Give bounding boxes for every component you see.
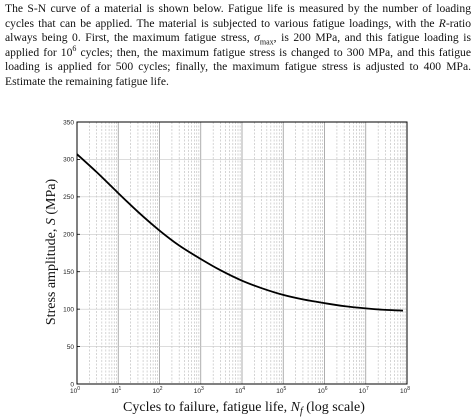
problem-text-3: , is 200 MPa, and this fatigue loading i… (5, 31, 472, 59)
x-tick-label: 106 (317, 386, 327, 395)
y-tick-label: 350 (63, 119, 74, 126)
problem-statement: The S-N curve of a material is shown bel… (5, 2, 471, 90)
y-tick-label: 150 (63, 269, 74, 276)
problem-text-1: The S-N curve of a material is shown bel… (5, 2, 471, 30)
exponent-six: 6 (72, 43, 77, 53)
sn-curve-line (76, 153, 404, 312)
x-tick-label: 108 (400, 386, 410, 395)
sigma-subscript: max (259, 37, 274, 47)
y-axis-label: Stress amplitude, S (MPa) (44, 179, 59, 326)
x-tick-label: 100 (70, 386, 80, 395)
problem-text-4: cycles; then, the maximum fatigue stress… (5, 45, 471, 88)
y-tick-label: 100 (63, 306, 74, 313)
y-tick-label: 50 (67, 344, 75, 351)
y-tick-label: 300 (63, 157, 74, 164)
y-tick-label: 250 (63, 194, 74, 201)
x-tick-label: 103 (194, 386, 204, 395)
ticks-layer: 0 50 100 150 200 250 300 350 100 101 102 103 104 105 1… (63, 119, 410, 395)
x-tick-label: 104 (235, 386, 245, 395)
problem-text-2: -ratio always being 0. First, the maximu… (5, 16, 471, 45)
x-tick-label: 102 (152, 386, 162, 395)
r-symbol: R (438, 16, 446, 30)
x-tick-label: 107 (359, 386, 369, 395)
grid-layer (76, 122, 407, 384)
plot-frame (76, 121, 408, 385)
y-tick-label: 0 (70, 381, 74, 388)
x-tick-label: 101 (111, 386, 121, 395)
x-tick-label: 105 (276, 386, 286, 395)
x-axis-label: Cycles to failure, fatigue life, Nf (log… (123, 400, 365, 417)
y-tick-label: 200 (63, 232, 74, 239)
sigma-symbol: σ (254, 31, 260, 45)
